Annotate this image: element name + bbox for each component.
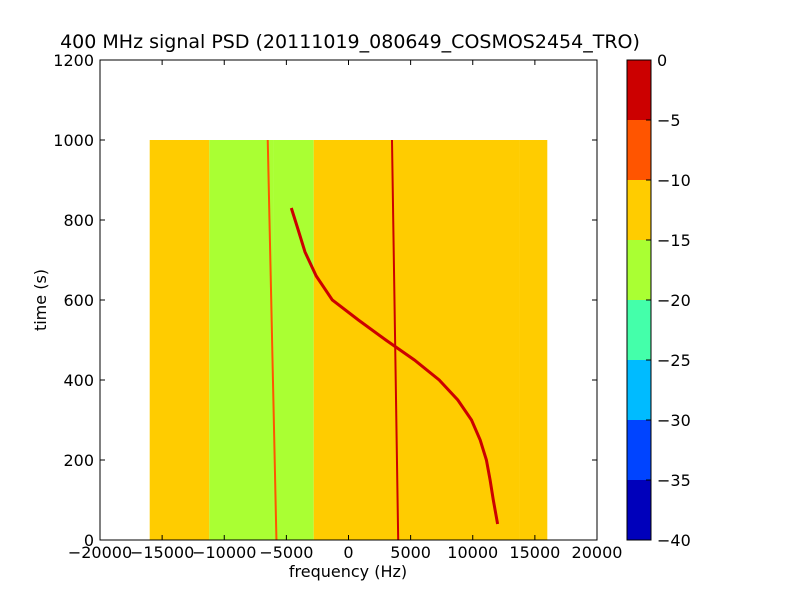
x-axis-label: frequency (Hz) xyxy=(289,562,407,581)
x-tick-label: −5000 xyxy=(259,543,313,562)
colorbar-cell xyxy=(627,240,651,300)
heatmap-band xyxy=(273,140,314,540)
colorbar-tick-label: −30 xyxy=(657,411,691,430)
colorbar-cell xyxy=(627,60,651,120)
colorbar-tick-label: −10 xyxy=(657,171,691,190)
colorbar-cell xyxy=(627,360,651,420)
plot-area: −20000−15000−10000 −5000 0 5000 10000 15000 20… xyxy=(53,51,622,562)
x-tick-label: −10000 xyxy=(192,543,256,562)
heatmap-band xyxy=(209,140,274,540)
lines-layer xyxy=(266,139,500,541)
doppler-track xyxy=(289,207,500,525)
y-tick-label: 600 xyxy=(63,291,94,310)
y-tick-label: 1200 xyxy=(53,51,94,70)
x-axis: −20000−15000−10000 −5000 0 5000 10000 15000 20… xyxy=(68,60,623,562)
x-tick-label: 0 xyxy=(343,543,353,562)
constant-frequency-line xyxy=(266,139,278,541)
x-tick-label: 20000 xyxy=(572,543,623,562)
y-tick-label: 200 xyxy=(63,451,94,470)
colorbar-cell xyxy=(627,120,651,180)
y-tick-label: 0 xyxy=(84,531,94,550)
colorbar-ticks: 0 −5 −10 −15 −20 −25 −30 −35 −40 xyxy=(646,51,691,550)
x-tick-label: 15000 xyxy=(509,543,560,562)
colorbar-cells xyxy=(627,60,651,540)
x-tick-label: −20000 xyxy=(68,543,132,562)
colorbar-tick-label: 0 xyxy=(657,51,667,70)
colorbar-tick-label: −35 xyxy=(657,471,691,490)
chart-title: 400 MHz signal PSD (20111019_080649_COSM… xyxy=(60,31,640,53)
colorbar-cell xyxy=(627,180,651,240)
colorbar-cell xyxy=(627,300,651,360)
heatmap-band xyxy=(313,140,520,540)
y-tick-label: 800 xyxy=(63,211,94,230)
colorbar-tick-label: −40 xyxy=(657,531,691,550)
colorbar-tick-label: −20 xyxy=(657,291,691,310)
heatmap-layer xyxy=(149,140,548,540)
y-tick-label: 1000 xyxy=(53,131,94,150)
heatmap-band xyxy=(149,140,210,540)
heatmap-band xyxy=(519,140,548,540)
y-axis-label: time (s) xyxy=(31,269,50,331)
x-tick-label: 10000 xyxy=(447,543,498,562)
y-tick-label: 400 xyxy=(63,371,94,390)
constant-frequency-line xyxy=(390,139,400,541)
colorbar-tick-label: −25 xyxy=(657,351,691,370)
colorbar: 0 −5 −10 −15 −20 −25 −30 −35 −40 xyxy=(626,51,691,550)
y-axis: 0 200 400 600 800 1000 1200 xyxy=(53,51,597,550)
colorbar-tick-label: −5 xyxy=(657,111,681,130)
colorbar-tick-label: −15 xyxy=(657,231,691,250)
colorbar-cell xyxy=(627,420,651,480)
colorbar-cell xyxy=(627,480,651,540)
x-tick-label: −15000 xyxy=(130,543,194,562)
x-tick-label: 5000 xyxy=(390,543,431,562)
